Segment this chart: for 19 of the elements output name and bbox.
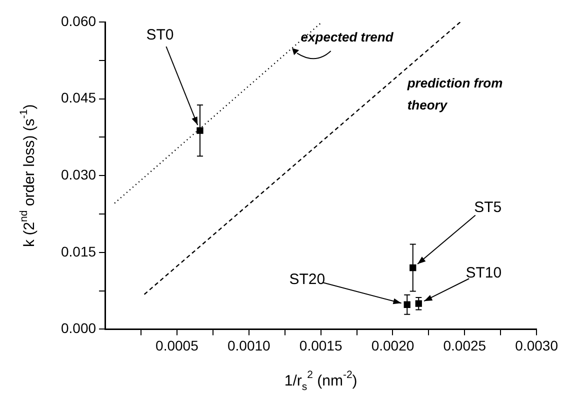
annotation: ST0 bbox=[146, 26, 174, 44]
x-tick-label: 0.0025 bbox=[443, 337, 486, 354]
series-label: expected trend bbox=[300, 30, 394, 45]
point bbox=[196, 127, 204, 134]
y-tick-label: 0.030 bbox=[60, 166, 96, 182]
x-tick-label: 0.0020 bbox=[371, 337, 414, 354]
y-tick-label: 0.060 bbox=[60, 12, 96, 29]
annotation: ST20 bbox=[289, 270, 326, 288]
y-axis-title: k (2nd order loss) (s-1) bbox=[18, 104, 38, 247]
series-label: prediction from theory bbox=[406, 76, 504, 113]
annotation: ST10 bbox=[466, 264, 502, 282]
y-tick-label: 0.045 bbox=[60, 90, 96, 106]
x-tick-label: 0.0005 bbox=[156, 337, 199, 354]
x-tick-label: 0.0015 bbox=[299, 337, 342, 354]
y-tick-label: 0.000 bbox=[60, 320, 96, 336]
annotation: ST5 bbox=[474, 198, 502, 216]
x-tick-label: 0.0010 bbox=[227, 337, 271, 354]
x-tick-label: 0.0030 bbox=[515, 337, 558, 354]
y-tick-label: 0.015 bbox=[60, 243, 96, 260]
